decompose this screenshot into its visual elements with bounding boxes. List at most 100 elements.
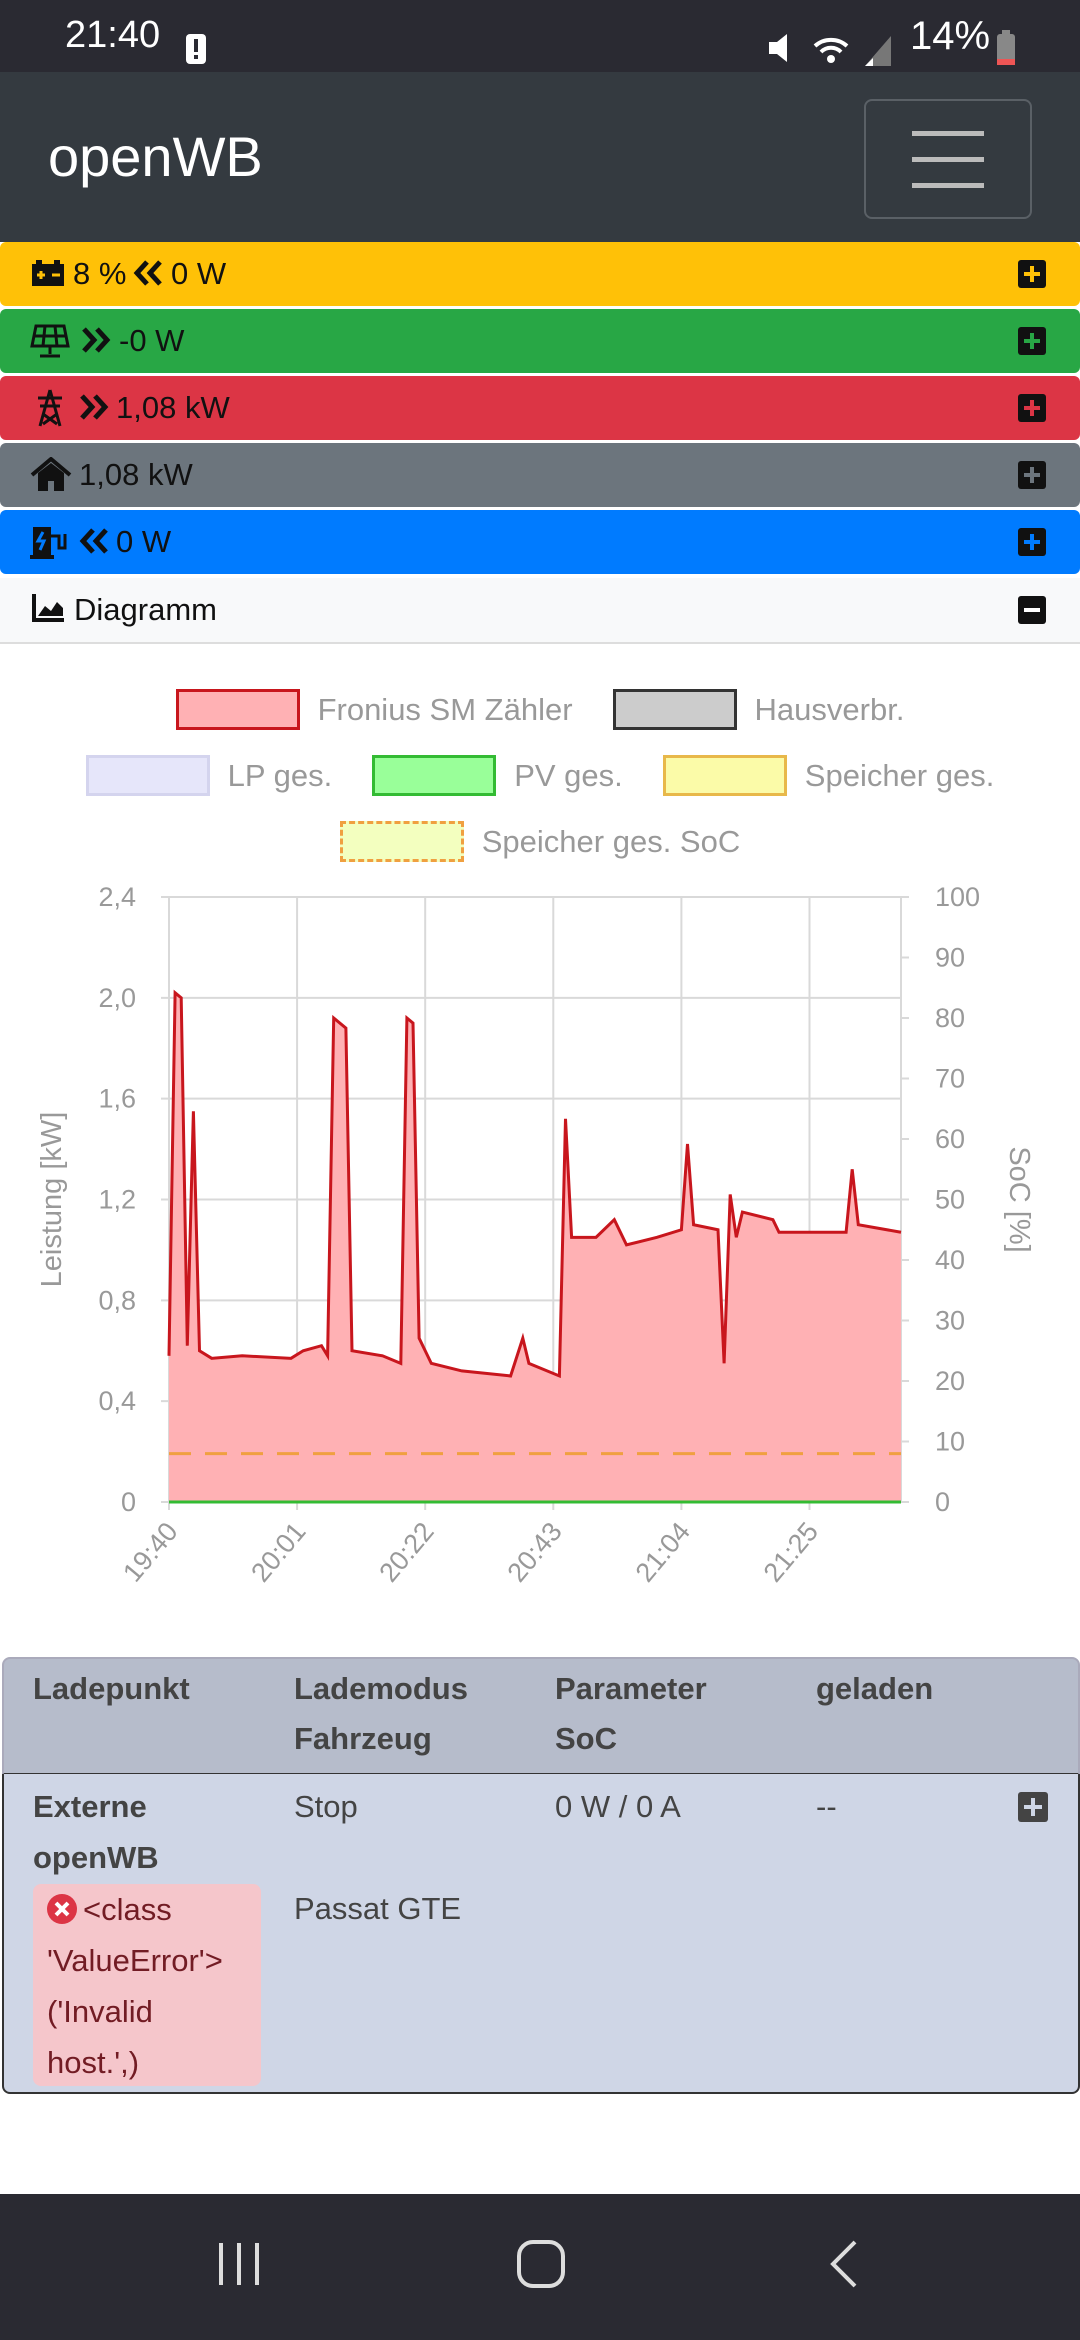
- expand-icon[interactable]: [1018, 394, 1046, 422]
- legend-item[interactable]: Speicher ges. SoC: [339, 821, 741, 862]
- battery-row[interactable]: 8 % 0 W: [0, 242, 1080, 306]
- legend-label: Fronius SM Zähler: [317, 691, 573, 727]
- parameter: 0 W / 0 A: [555, 1789, 681, 1824]
- system-nav: [0, 2194, 1080, 2340]
- recents-button[interactable]: [215, 2239, 265, 2289]
- y2-tick-label: 40: [935, 1245, 965, 1275]
- house-icon: [30, 457, 72, 491]
- y2-tick-label: 90: [935, 943, 965, 973]
- pv-power: -0 W: [119, 323, 185, 358]
- charge-mode: Stop: [294, 1789, 358, 1824]
- expand-icon[interactable]: [1018, 260, 1046, 288]
- header-cell: Fahrzeug: [294, 1721, 432, 1756]
- legend-item[interactable]: LP ges.: [85, 755, 333, 796]
- legend-swatch: [662, 755, 787, 796]
- legend-label: Speicher ges.: [804, 757, 995, 793]
- charged: --: [816, 1789, 837, 1824]
- battery-icon: [32, 260, 64, 286]
- x-tick-label: 20:01: [245, 1517, 311, 1588]
- status-bar: 21:40 14%: [0, 0, 1080, 72]
- pv-row[interactable]: -0 W: [0, 309, 1080, 373]
- legend-swatch: [612, 689, 737, 730]
- y2-tick-label: 30: [935, 1306, 965, 1336]
- legend-label: Speicher ges. SoC: [481, 823, 741, 859]
- legend-label: PV ges.: [514, 757, 623, 793]
- menu-button[interactable]: [864, 99, 1032, 219]
- status-icons: [769, 34, 891, 66]
- charge-row[interactable]: 0 W: [0, 510, 1080, 574]
- header-cell: Ladepunkt: [33, 1671, 190, 1706]
- chargepoint-name: Externe openWB: [33, 1789, 159, 1875]
- y-tick-label: 1,2: [98, 1185, 136, 1215]
- legend-label: Hausverbr.: [754, 691, 905, 727]
- diagram-row[interactable]: Diagramm: [0, 578, 1080, 644]
- area: [169, 992, 901, 1502]
- error-icon: [47, 1894, 77, 1924]
- y2-tick-label: 20: [935, 1366, 965, 1396]
- y2-tick-label: 10: [935, 1427, 965, 1457]
- y2-tick-label: 0: [935, 1487, 950, 1517]
- y-tick-label: 2,0: [98, 983, 136, 1013]
- x-tick-label: 20:43: [501, 1517, 567, 1588]
- time: 21:40: [65, 14, 161, 56]
- alert-icon: [186, 34, 206, 64]
- line: [167, 989, 902, 1379]
- arrow-icon: [79, 528, 108, 554]
- header-cell: geladen: [816, 1671, 934, 1706]
- error-text: <class 'ValueError'> ('Invalid host.',): [47, 1892, 223, 2080]
- battery-icon: [997, 30, 1015, 65]
- legend-swatch: [372, 755, 497, 796]
- legend-item[interactable]: Fronius SM Zähler: [175, 689, 573, 730]
- grid-row[interactable]: 1,08 kW: [0, 376, 1080, 440]
- legend: Fronius SM Zähler Hausverbr. LP ges. PV ges…: [40, 689, 1040, 862]
- vehicle: Passat GTE: [294, 1891, 462, 1926]
- collapse-icon[interactable]: [1018, 596, 1046, 624]
- battery-power: 0 W: [171, 256, 227, 291]
- expand-icon[interactable]: [1018, 327, 1046, 355]
- chart: 0 0,4 0,8 1,2 1,6 2,0 2,4 0 10 20 30 40 50 60 70 80 90 10…: [36, 882, 1035, 1588]
- x-tick-label: 21:25: [758, 1517, 824, 1588]
- y-tick-label: 0,4: [98, 1386, 136, 1416]
- tower-icon: [38, 389, 62, 427]
- legend-swatch: [339, 821, 464, 862]
- expand-icon[interactable]: [1018, 1792, 1048, 1822]
- charge-power: 0 W: [116, 524, 172, 559]
- legend-item[interactable]: Speicher ges.: [662, 755, 995, 796]
- x-tick-label: 20:22: [373, 1517, 439, 1588]
- house-power: 1,08 kW: [79, 457, 193, 492]
- error-alert: <class 'ValueError'> ('Invalid host.',): [33, 1884, 261, 2086]
- y2-tick-label: 100: [935, 882, 980, 912]
- header-cell: Lademodus: [294, 1671, 468, 1706]
- x-tick-label: 21:04: [630, 1517, 696, 1588]
- y2-tick-label: 50: [935, 1185, 965, 1215]
- legend-item[interactable]: PV ges.: [372, 755, 623, 796]
- y-tick-label: 2,4: [98, 882, 136, 912]
- back-button[interactable]: [825, 2238, 865, 2290]
- header-cell: Parameter: [555, 1671, 707, 1706]
- header-cell: SoC: [555, 1721, 617, 1756]
- navbar: openWB: [0, 72, 1080, 242]
- y2-tick-label: 60: [935, 1124, 965, 1154]
- house-row[interactable]: 1,08 kW: [0, 443, 1080, 507]
- battery-soc: 8 %: [73, 256, 127, 291]
- y2-tick-label: 80: [935, 1003, 965, 1033]
- legend-swatch: [175, 689, 300, 730]
- battery-level: 14%: [910, 14, 991, 58]
- diagram-title: Diagramm: [74, 592, 217, 627]
- charger-icon: [30, 527, 67, 559]
- chart-icon: [32, 594, 64, 622]
- arrow-icon: [82, 327, 111, 353]
- legend-swatch: [85, 755, 210, 796]
- legend-item[interactable]: Hausverbr.: [612, 689, 905, 730]
- expand-icon[interactable]: [1018, 528, 1046, 556]
- arrow-icon: [133, 260, 162, 286]
- expand-icon[interactable]: [1018, 461, 1046, 489]
- arrow-icon: [80, 394, 109, 420]
- legend-label: LP ges.: [227, 757, 333, 793]
- solar-icon: [30, 324, 70, 358]
- y-tick-label: 0,8: [98, 1285, 136, 1315]
- brand[interactable]: openWB: [48, 125, 263, 188]
- home-button[interactable]: [515, 2238, 567, 2290]
- grid-power: 1,08 kW: [116, 390, 230, 425]
- y-axis-label: Leistung [kW]: [36, 1112, 68, 1288]
